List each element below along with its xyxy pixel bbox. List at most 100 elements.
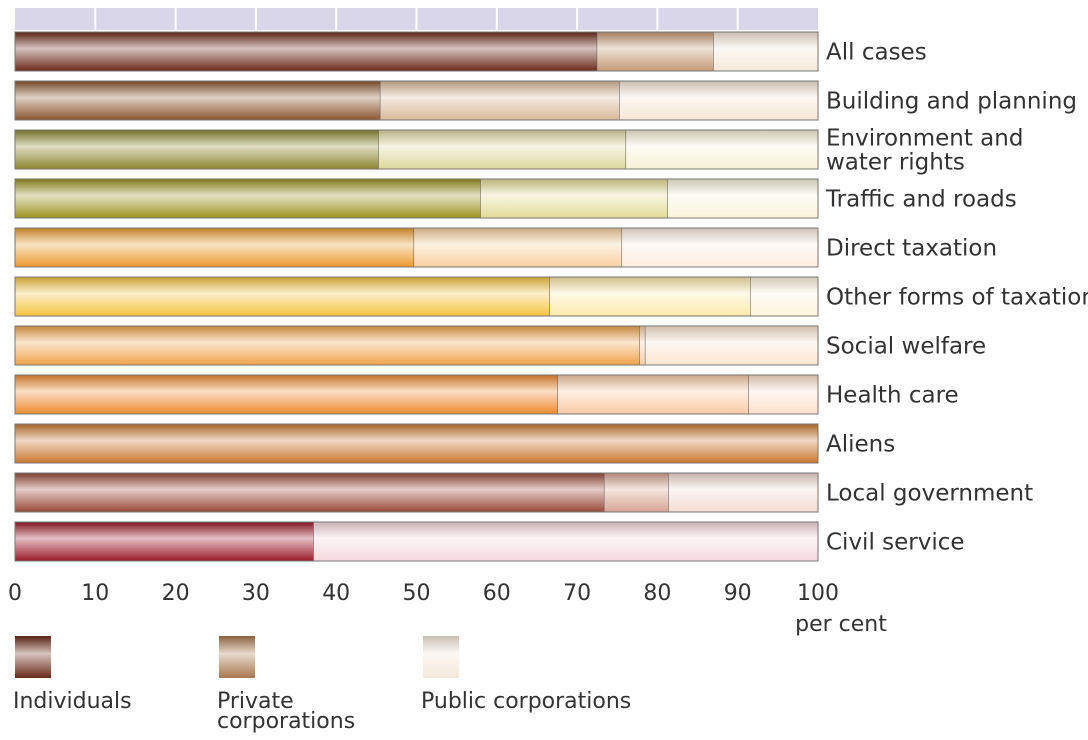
category-labels: All cases Building and planning Environmen… xyxy=(825,40,1088,556)
category-label-line: Social welfare xyxy=(826,334,986,360)
bar-row xyxy=(14,31,819,72)
bar-row xyxy=(14,423,819,464)
bar-segment xyxy=(668,473,818,512)
legend-label-line: Individuals xyxy=(13,689,132,714)
category-label-line: Civil service xyxy=(826,530,965,556)
x-tick-label: 60 xyxy=(483,581,511,606)
category-label: Building and planning xyxy=(826,89,1077,115)
bar-outline xyxy=(14,80,819,121)
bar-segment xyxy=(378,130,627,169)
bar-segment xyxy=(15,326,640,365)
x-tick-label: 70 xyxy=(563,581,591,606)
legend-label: Private corporations xyxy=(217,689,355,734)
legend-swatch xyxy=(423,636,459,678)
category-label: Health care xyxy=(826,383,959,409)
legend-label-line: Private xyxy=(217,689,294,714)
bar-row xyxy=(14,129,819,170)
bar-outline xyxy=(14,472,819,513)
bar-segment xyxy=(626,130,818,169)
bar-segment xyxy=(15,179,481,218)
bar-segment xyxy=(645,326,818,365)
category-label: Civil service xyxy=(826,530,965,556)
bar-segment xyxy=(15,130,379,169)
category-label-line: water rights xyxy=(826,150,965,176)
category-label-line: Aliens xyxy=(826,432,895,458)
category-label: Other forms of taxation xyxy=(826,285,1088,311)
bar-segment xyxy=(15,81,381,120)
bar-outline xyxy=(14,178,819,219)
category-label: All cases xyxy=(826,40,927,66)
legend-label: Individuals xyxy=(13,689,132,714)
category-label: Traffic and roads xyxy=(825,187,1017,213)
bar-outline xyxy=(14,423,819,464)
bar-segment xyxy=(622,228,818,267)
bar-row xyxy=(14,276,819,317)
legend-label-line: corporations xyxy=(217,709,355,734)
x-tick-label: 100 xyxy=(797,581,839,606)
bar-segment xyxy=(15,375,558,414)
bar-segment xyxy=(549,277,751,316)
bar-segment xyxy=(713,32,818,71)
legend-label-line: Public corporations xyxy=(421,689,631,714)
x-tick-label: 10 xyxy=(81,581,109,606)
category-label: Environment and water rights xyxy=(826,126,1023,176)
bar-outline xyxy=(14,31,819,72)
bar-row xyxy=(14,472,819,513)
bar-segment xyxy=(414,228,623,267)
bar-segment xyxy=(639,326,646,365)
bar-row xyxy=(14,80,819,121)
category-label-line: All cases xyxy=(826,40,927,66)
bar-segment xyxy=(15,277,550,316)
bar-outline xyxy=(14,521,819,562)
bar-outline xyxy=(14,325,819,366)
x-tick-label: 50 xyxy=(403,581,431,606)
x-tick-label: 0 xyxy=(8,581,22,606)
bar-segment xyxy=(15,228,415,267)
bar-segment xyxy=(480,179,668,218)
bar-segment xyxy=(667,179,818,218)
x-tick-label: 90 xyxy=(724,581,752,606)
x-axis-unit-label: per cent xyxy=(795,612,887,637)
category-label: Direct taxation xyxy=(826,236,997,262)
bar-segment xyxy=(15,424,818,463)
category-label: Aliens xyxy=(826,432,895,458)
bar-segment xyxy=(15,32,598,71)
category-label-line: Health care xyxy=(826,383,959,409)
category-label: Social welfare xyxy=(826,334,986,360)
bar-segment xyxy=(15,473,605,512)
category-label: Local government xyxy=(826,481,1033,507)
bar-row xyxy=(14,325,819,366)
category-label-line: Environment and xyxy=(826,126,1023,152)
bar-segment xyxy=(313,522,818,561)
bar-segment xyxy=(604,473,669,512)
bar-row xyxy=(14,227,819,268)
category-label-line: Other forms of taxation xyxy=(826,285,1088,311)
legend-swatch xyxy=(15,636,51,678)
bar-outline xyxy=(14,129,819,170)
x-tick-label: 80 xyxy=(643,581,671,606)
legend-swatch xyxy=(219,636,255,678)
bar-row xyxy=(14,374,819,415)
x-tick-label: 40 xyxy=(322,581,350,606)
bar-segment xyxy=(748,375,818,414)
bar-outline xyxy=(14,227,819,268)
bar-row xyxy=(14,178,819,219)
x-tick-label: 30 xyxy=(242,581,270,606)
bar-outline xyxy=(14,374,819,415)
category-label-line: Local government xyxy=(826,481,1033,507)
category-label-line: Traffic and roads xyxy=(825,187,1017,213)
bar-outline xyxy=(14,276,819,317)
bar-segment xyxy=(750,277,818,316)
bars xyxy=(14,31,819,562)
legend: Individuals Private corporations Public cor… xyxy=(13,636,631,734)
category-label-line: Building and planning xyxy=(826,89,1077,115)
bar-segment xyxy=(380,81,620,120)
bar-segment xyxy=(557,375,749,414)
category-label-line: Direct taxation xyxy=(826,236,997,262)
legend-label: Public corporations xyxy=(421,689,631,714)
bar-segment xyxy=(15,522,314,561)
grid-lines xyxy=(94,8,739,30)
x-tick-label: 20 xyxy=(162,581,190,606)
bar-segment xyxy=(597,32,714,71)
x-axis-ticks: 0 10 20 30 40 50 60 70 80 90 100 xyxy=(8,581,839,606)
